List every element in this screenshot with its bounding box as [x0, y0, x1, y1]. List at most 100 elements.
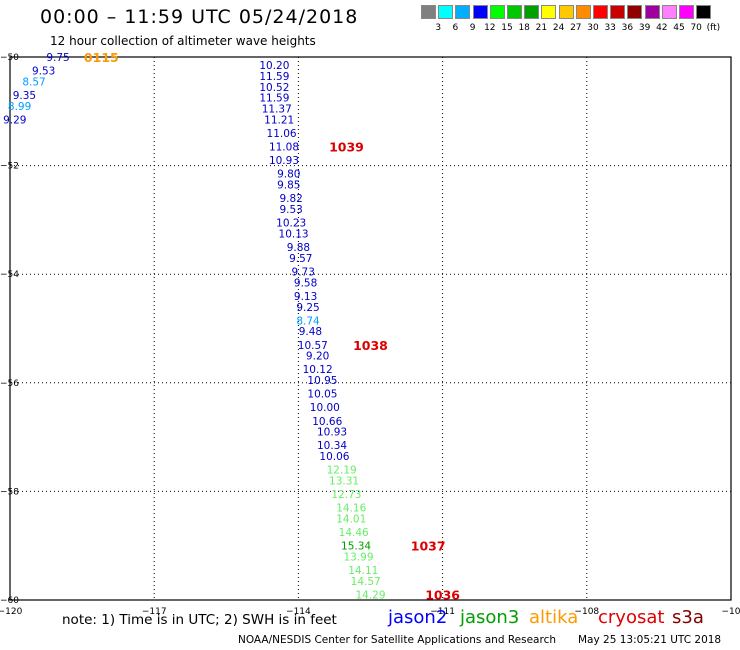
- color-scale-swatch: [610, 5, 626, 19]
- wave-height-label: 10.66: [312, 416, 342, 428]
- x-tick-label: −117: [142, 607, 167, 617]
- legend-s3a: s3a: [672, 607, 704, 628]
- color-scale-label: 45: [673, 23, 685, 33]
- wave-height-label: 10.05: [307, 389, 337, 401]
- wave-height-label: 10.23: [276, 218, 306, 230]
- wave-height-label: 9.73: [292, 266, 315, 278]
- wave-height-label: 10.93: [317, 427, 347, 439]
- generated-timestamp: May 25 13:05:21 UTC 2018: [578, 634, 722, 646]
- y-tick-label: −58: [0, 487, 19, 497]
- wave-height-label: 9.29: [3, 114, 26, 126]
- wave-height-label: 9.58: [294, 277, 317, 289]
- y-tick-label: −54: [0, 270, 19, 280]
- time-label: 1039: [329, 140, 364, 155]
- color-scale-label: (ft): [706, 23, 721, 33]
- wave-height-label: 9.57: [289, 253, 312, 265]
- color-scale-swatch: [507, 5, 522, 19]
- color-scale-swatch: [593, 5, 608, 19]
- wave-height-label: 9.25: [296, 302, 319, 314]
- color-scale-swatch: [421, 5, 436, 19]
- time-label: 0115: [84, 50, 119, 65]
- wave-height-label: 11.08: [269, 142, 299, 154]
- wave-height-label: 11.21: [264, 114, 294, 126]
- x-tick-label: −120: [0, 607, 23, 617]
- color-scale-swatch: [455, 5, 471, 19]
- wave-height-label: 8.99: [8, 101, 31, 113]
- time-label: 1038: [353, 338, 388, 353]
- legend-altika: altika: [529, 607, 579, 628]
- wave-height-label: 13.99: [343, 552, 373, 564]
- color-scale-label: 24: [552, 23, 565, 33]
- wave-height-label: 10.52: [259, 82, 289, 94]
- color-scale-label: 12: [484, 23, 496, 33]
- x-tick-label: −111: [430, 607, 455, 617]
- wave-height-label: 9.48: [299, 326, 322, 338]
- color-scale-label: 6: [452, 23, 459, 33]
- color-scale-swatch: [679, 5, 694, 19]
- y-tick-label: −52: [0, 162, 19, 172]
- color-scale-swatch: [438, 5, 454, 19]
- wave-height-label: 9.20: [306, 351, 329, 363]
- wave-height-label: 10.57: [298, 340, 328, 352]
- wave-height-label: 9.13: [294, 291, 317, 303]
- color-scale-label: 3: [435, 23, 442, 33]
- wave-height-label: 10.12: [303, 364, 333, 376]
- y-tick-label: −60: [0, 596, 19, 606]
- wave-height-label: 11.37: [262, 104, 292, 116]
- wave-height-label: 9.88: [287, 242, 310, 254]
- plot-frame: [9, 56, 732, 601]
- wave-height-label: 9.82: [279, 193, 302, 205]
- wave-height-label: 8.74: [296, 315, 320, 327]
- wave-height-label: 9.53: [32, 66, 55, 78]
- wave-height-label: 10.13: [279, 228, 309, 240]
- color-scale-swatch: [627, 5, 643, 19]
- color-scale-swatch: [472, 5, 488, 19]
- chart-title: 00:00 – 11:59 UTC 05/24/2018: [40, 6, 359, 28]
- time-label: 1037: [411, 539, 446, 554]
- wave-height-label: 13.31: [329, 476, 359, 488]
- wave-height-label: 14.57: [351, 576, 381, 588]
- wave-height-label: 9.85: [277, 180, 300, 192]
- wave-height-label: 9.80: [277, 169, 300, 181]
- color-scale-swatch: [696, 5, 712, 19]
- color-scale-label: 70: [690, 23, 702, 33]
- wave-height-label: 10.06: [319, 451, 349, 463]
- time-label: 1036: [425, 588, 460, 603]
- color-scale-swatch: [558, 5, 574, 19]
- wave-height-label: 9.35: [13, 90, 36, 102]
- wave-height-label: 11.06: [267, 128, 297, 140]
- wave-height-label: 14.01: [336, 514, 366, 526]
- x-tick-label: −10: [722, 607, 740, 617]
- color-scale-swatch: [575, 5, 591, 19]
- color-scale-label: 33: [604, 23, 616, 33]
- units-note: note: 1) Time is in UTC; 2) SWH is in fe…: [62, 612, 337, 628]
- wave-height-label: 14.11: [348, 565, 378, 577]
- legend-jason3: jason3: [460, 607, 520, 628]
- color-scale-label: 18: [518, 23, 530, 33]
- wave-height-label: 14.46: [339, 527, 369, 539]
- color-scale-swatch: [644, 5, 660, 19]
- wave-height-label: 10.95: [307, 375, 337, 387]
- wave-height-label: 14.16: [336, 503, 366, 515]
- wave-height-label: 12.73: [331, 489, 361, 501]
- color-scale-label: 21: [535, 23, 548, 33]
- wave-height-label: 10.34: [317, 440, 347, 452]
- color-scale-swatch: [524, 5, 540, 19]
- credit-line: NOAA/NESDIS Center for Satellite Applica…: [238, 634, 556, 646]
- wave-height-label: 8.57: [22, 76, 45, 88]
- y-tick-label: −56: [0, 379, 19, 389]
- color-scale-swatch: [661, 5, 677, 19]
- y-tick-label: −50: [0, 53, 19, 63]
- wave-height-label: 14.29: [355, 590, 385, 602]
- chart-subtitle: 12 hour collection of altimeter wave hei…: [50, 34, 316, 48]
- wave-height-label: 9.75: [46, 52, 69, 64]
- wave-height-label: 11.59: [259, 71, 289, 83]
- wave-height-label: 12.19: [327, 465, 357, 477]
- wave-height-label: 10.20: [259, 60, 289, 72]
- color-scale-swatch: [489, 5, 505, 19]
- color-scale-label: 42: [656, 23, 668, 33]
- legend-cryosat: cryosat: [598, 607, 665, 628]
- wave-height-label: 15.34: [341, 541, 371, 553]
- color-scale-label: 15: [501, 23, 513, 33]
